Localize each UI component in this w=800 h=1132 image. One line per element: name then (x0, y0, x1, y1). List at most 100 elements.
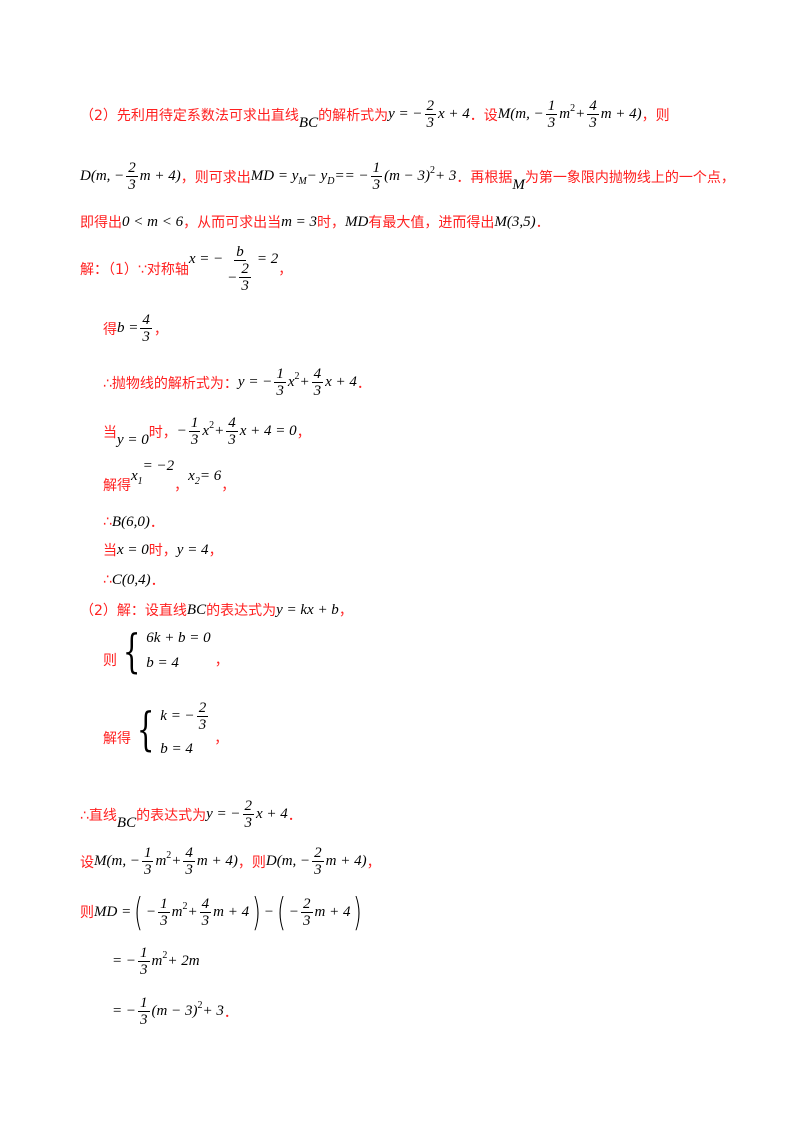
math-text: 1 (140, 995, 148, 1011)
chinese-text: ．设 (469, 107, 498, 124)
chinese-text: ， (214, 653, 229, 669)
math-text: 1 (140, 945, 148, 961)
chinese-text: 解：（1）∵对称轴 (80, 262, 189, 278)
math-text: M (512, 177, 525, 193)
solution-1-point-b: ∴ B(6,0) ． (103, 512, 164, 532)
chinese-text: ． (149, 515, 164, 531)
math-text: m + 4) (139, 168, 181, 184)
analysis-line-1: （2）先利用待定系数法可求出直线 BC 的解析式为 y = −2 3 x + 4 ．设 M(m… (80, 98, 670, 131)
math-text: = 6 (199, 467, 222, 484)
superscript: 2 (430, 165, 436, 176)
chinese-text: 为第一象限内抛物线上的一个点， (524, 169, 735, 186)
math-text: m + 4) (600, 106, 642, 122)
math-text: MD = (94, 903, 132, 920)
analysis-line-3: 即得出 0 < m < 6 ，从而可求出当 m = 3 时， MD 有最大值，进而得出 M(3… (80, 212, 550, 232)
numerator: 1 (545, 98, 558, 115)
math-text: 1 (143, 845, 152, 861)
math-text: 4 (589, 98, 597, 114)
math-text: m + 4) (196, 853, 238, 869)
chinese-text: ， (366, 854, 381, 871)
numerator: 2 (126, 160, 138, 177)
solution-2-md-step3: = −1 3 (m − 3) 2 + 3 ． (112, 995, 238, 1028)
numerator: 4 (587, 98, 599, 115)
math-text: m + 4) (325, 853, 367, 869)
math-text: M(m, − (497, 106, 544, 122)
math-text: 3 (244, 815, 253, 831)
chinese-text: ， (221, 478, 236, 494)
math-text: x (202, 423, 210, 439)
math-text: − (176, 423, 187, 439)
math-text: 4 (313, 366, 322, 382)
math-text: 1 (160, 895, 168, 912)
math-text: m (559, 106, 571, 122)
math-text: m (155, 853, 167, 869)
math-text: + (575, 106, 586, 122)
math-text: 3 (426, 115, 435, 131)
math-text: 1 (190, 415, 199, 431)
math-text: x = 0 (117, 541, 149, 558)
math-text: 3 (241, 278, 249, 294)
math-text: x (131, 467, 138, 484)
subscript: 2 (194, 475, 200, 487)
chinese-text: ， (278, 262, 293, 278)
math-text: 3 (228, 432, 236, 448)
right-paren: ) (353, 890, 363, 934)
math-text: (m − 3) (384, 168, 431, 184)
math-text: 1 (372, 160, 381, 176)
chinese-text: ，则 (237, 854, 266, 871)
system-row: k = −2 3 (160, 700, 210, 733)
math-text: = − (112, 953, 136, 969)
superscript: 2 (182, 900, 188, 912)
chinese-text: ， (174, 478, 189, 494)
math-text: 0 < m < 6 (122, 213, 184, 230)
numerator: 1 (370, 160, 383, 177)
numerator: 4 (140, 312, 152, 329)
chinese-text: 有最大值，进而得出 (368, 215, 495, 231)
denominator: 3 (183, 862, 195, 878)
numerator: 2 (312, 845, 324, 862)
math-text: b = (117, 320, 139, 336)
math-text: 3 (314, 862, 322, 878)
chinese-text: ，则 (641, 107, 670, 124)
math-text: 2 (128, 160, 136, 176)
denominator: 3 (546, 115, 558, 131)
math-text: + (187, 903, 198, 920)
math-text: + 2m (167, 953, 200, 969)
math-text: 4 (201, 895, 210, 912)
math-text: 2 (198, 700, 207, 716)
math-text: (m − 3) (151, 1003, 198, 1019)
superscript: 2 (166, 850, 172, 861)
math-text: BC (186, 601, 207, 618)
numerator: 1 (188, 415, 201, 432)
denominator: 3 (243, 815, 255, 831)
fraction: b −2 3 (225, 244, 255, 294)
chinese-text: 则 (103, 653, 117, 669)
chinese-text: ． (150, 573, 165, 589)
system-rows: k = −2 3 b = 4 (160, 700, 210, 758)
numerator: 1 (138, 995, 150, 1012)
left-paren: ( (134, 890, 144, 934)
chinese-text: 则 (80, 905, 94, 921)
denominator: 3 (200, 913, 212, 929)
math-text: x + 4 (325, 374, 357, 390)
numerator: 1 (138, 945, 150, 962)
denominator: 3 (158, 913, 170, 929)
superscript: 2 (209, 420, 215, 431)
denominator: 3 (587, 115, 599, 131)
chinese-text: 解得 (103, 731, 131, 747)
chinese-text: ∴抛物线的解析式为： (103, 375, 238, 392)
solution-1-point-c: ∴ C(0,4) ． (103, 570, 165, 590)
